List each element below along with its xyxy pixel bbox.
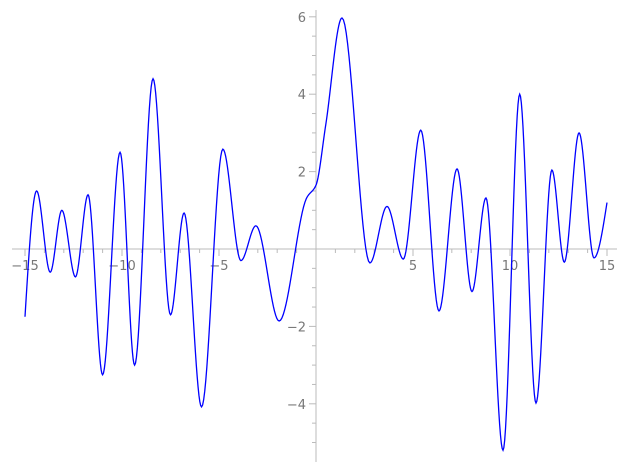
x-tick-label: 10 <box>502 259 519 274</box>
y-tick-label: −2 <box>287 320 306 335</box>
x-tick-label: −15 <box>11 259 38 274</box>
y-tick-label: 6 <box>298 11 306 26</box>
x-tick-label: 5 <box>409 259 417 274</box>
x-tick-label: −5 <box>209 259 228 274</box>
y-tick-label: −4 <box>287 398 306 413</box>
axes <box>12 10 617 462</box>
x-tick-label: 15 <box>599 259 616 274</box>
x-tick-label: −10 <box>108 259 135 274</box>
series-line <box>24 17 608 453</box>
y-tick-label: 2 <box>298 166 306 181</box>
ticks: −15 −10 −5 5 10 15 −4 −2 2 4 6 <box>11 11 615 443</box>
y-tick-label: 4 <box>298 88 306 103</box>
